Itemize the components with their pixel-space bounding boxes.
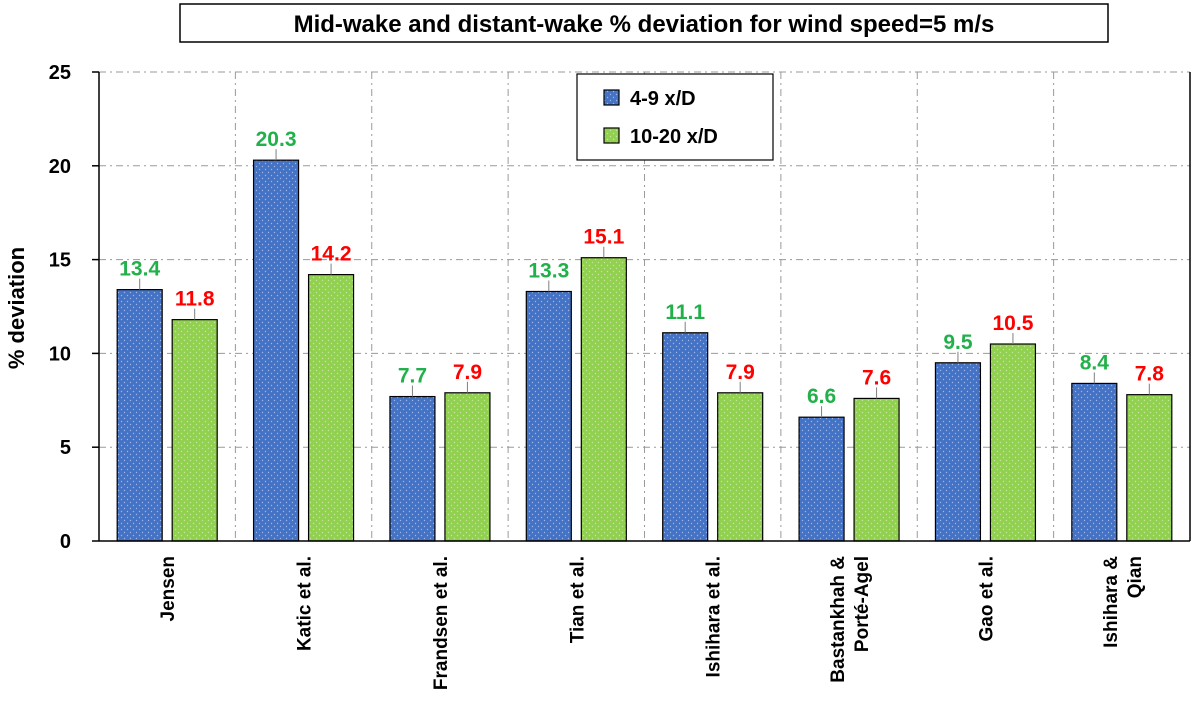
- data-label: 7.7: [398, 365, 427, 388]
- x-tick-label: Porté-Agel: [852, 556, 873, 652]
- x-tick-label: Katic et al.: [295, 556, 316, 651]
- axes: [92, 71, 1191, 542]
- y-tick-label: 10: [49, 343, 71, 365]
- bar-mid-wake: [389, 395, 436, 542]
- legend: 4-9 x/D 10-20 x/D: [576, 73, 774, 161]
- data-label: 13.4: [119, 258, 160, 281]
- bar-distant-wake: [853, 397, 900, 542]
- x-tick-label: Bastankhah &: [828, 556, 849, 683]
- y-tick-labels: 0 5 10 15 20 25: [49, 62, 71, 553]
- data-label: 14.2: [311, 243, 352, 266]
- y-tick-label: 5: [60, 437, 71, 459]
- bar-distant-wake: [171, 319, 218, 542]
- bar-mid-wake: [1071, 382, 1118, 542]
- bar-distant-wake: [580, 257, 627, 542]
- data-label: 7.6: [862, 366, 891, 389]
- data-label: 11.1: [665, 301, 705, 324]
- data-label: 7.8: [1135, 363, 1165, 386]
- x-tick-label: Jensen: [158, 556, 179, 621]
- legend-swatch-4-9: [603, 89, 620, 106]
- data-label: 9.5: [943, 331, 973, 354]
- data-label: 6.6: [807, 385, 836, 408]
- legend-swatch-10-20: [603, 127, 620, 144]
- legend-label-10-20: 10-20 x/D: [630, 126, 718, 148]
- chart-title: Mid-wake and distant-wake % deviation fo…: [294, 11, 995, 38]
- bar-mid-wake: [525, 290, 572, 542]
- bar-distant-wake: [989, 343, 1037, 542]
- y-axis-label: % deviation: [4, 247, 29, 369]
- data-label: 10.5: [993, 312, 1034, 335]
- y-tick-label: 20: [49, 156, 71, 178]
- y-tick-label: 15: [49, 250, 71, 272]
- y-tick-label: 25: [49, 62, 71, 84]
- bar-mid-wake: [662, 332, 709, 542]
- bar-mid-wake: [798, 416, 845, 542]
- data-label: 7.9: [726, 361, 755, 384]
- x-tick-label: Ishihara et al.: [704, 556, 725, 677]
- data-label: 7.9: [453, 361, 482, 384]
- data-label: 13.3: [528, 259, 569, 282]
- y-tick-label: 0: [60, 531, 71, 553]
- x-tick-label: Qian: [1125, 556, 1146, 598]
- data-label: 20.3: [256, 128, 297, 151]
- x-tick-label: Frandsen et al.: [431, 556, 452, 690]
- bar-distant-wake: [444, 392, 491, 542]
- data-label: 8.4: [1080, 351, 1110, 374]
- x-tick-label: Tian et al.: [567, 556, 588, 643]
- bar-mid-wake: [934, 362, 982, 542]
- bar-distant-wake: [307, 274, 355, 542]
- legend-box: [576, 73, 774, 161]
- bars: [116, 159, 1173, 542]
- chart-title-box: [179, 3, 1109, 43]
- data-label: 15.1: [583, 226, 624, 249]
- bar-distant-wake: [1126, 394, 1173, 542]
- data-label: 11.8: [175, 288, 215, 311]
- bar-mid-wake: [116, 289, 163, 542]
- x-tick-labels: Jensen Katic et al. Frandsen et al. Tian et…: [158, 556, 1146, 690]
- x-tick-label: Ishihara &: [1101, 556, 1122, 648]
- chart-title-group: Mid-wake and distant-wake % deviation fo…: [179, 3, 1109, 43]
- bar-distant-wake: [717, 392, 764, 542]
- data-labels: 13.4 20.3 7.7 13.3 11.1 6.6 9.5 8.4 11.8 14.2 7.9 1…: [119, 128, 1165, 418]
- x-tick-label: Gao et al.: [976, 556, 997, 642]
- legend-label-4-9: 4-9 x/D: [630, 88, 696, 110]
- bar-mid-wake: [252, 159, 300, 542]
